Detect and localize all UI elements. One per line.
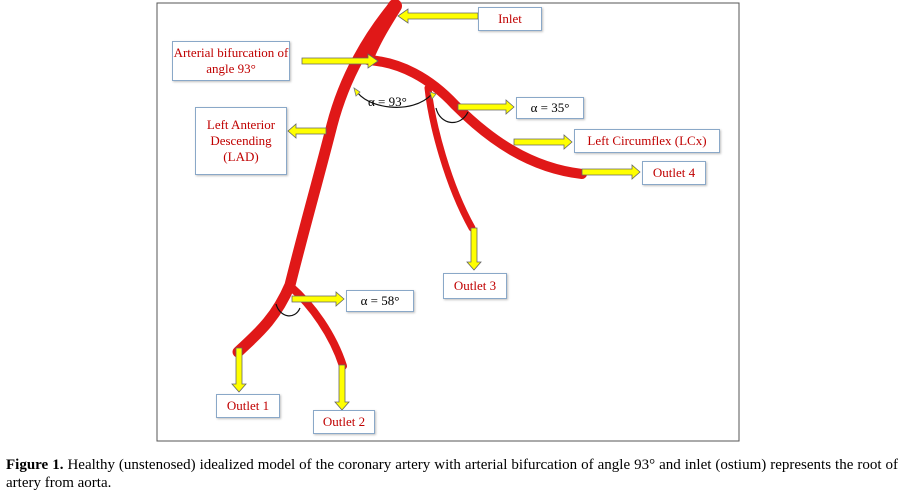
arrow-outlet4	[581, 164, 641, 180]
arrow-lad	[287, 123, 327, 139]
caption-text: Healthy (unstenosed) idealized model of …	[6, 457, 899, 491]
outlet1-label: Outlet 1	[216, 394, 280, 418]
alpha-58-label: α = 58°	[346, 290, 414, 312]
arrow-outlet1	[231, 347, 247, 393]
arrow-bifurcation	[301, 53, 379, 69]
arrow-lcx	[513, 134, 573, 150]
lcx-vessel	[363, 55, 587, 179]
alpha-93-label: α = 93°	[368, 94, 407, 109]
outlet2-label: Outlet 2	[313, 410, 375, 434]
outlet4-label: Outlet 4	[642, 161, 706, 185]
lad-vessel	[232, 2, 398, 358]
arrow-outlet2	[334, 364, 350, 411]
arc-93	[355, 89, 433, 108]
pointer-arrows	[231, 8, 641, 411]
caption-prefix: Figure 1.	[6, 457, 64, 473]
lad-label: Left Anterior Descending (LAD)	[195, 107, 287, 175]
branch-outlet2-vessel	[286, 282, 347, 370]
artery-vessels	[232, 0, 587, 370]
arc-35	[435, 107, 469, 123]
inlet-label: Inlet	[478, 7, 542, 31]
arrow-a35	[457, 99, 515, 115]
branch-outlet3-vessel	[424, 84, 476, 232]
arrow-outlet3	[466, 227, 482, 271]
figure-caption: Figure 1. Healthy (unstenosed) idealized…	[6, 456, 898, 492]
arc-58	[275, 303, 301, 317]
alpha-35-label: α = 35°	[516, 97, 584, 119]
arc-fill-marks	[353, 87, 437, 100]
arrow-inlet	[397, 8, 479, 24]
arrow-a58	[291, 291, 345, 307]
inlet-root	[361, 0, 402, 62]
angle-arcs	[275, 89, 469, 317]
bifurcation-label: Arterial bifurcation of angle 93°	[172, 41, 290, 81]
outlet3-label: Outlet 3	[443, 273, 507, 299]
lcx-label: Left Circumflex (LCx)	[574, 129, 720, 153]
